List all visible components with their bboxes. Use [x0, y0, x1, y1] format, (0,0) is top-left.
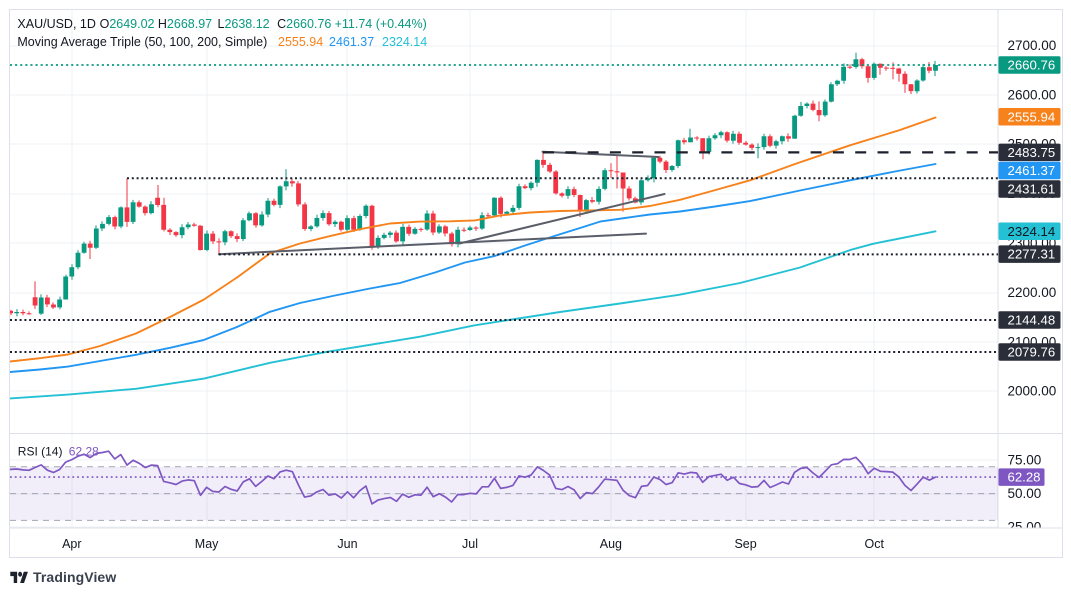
svg-text:L2638.12: L2638.12	[218, 17, 270, 31]
svg-text:2200.00: 2200.00	[1008, 285, 1057, 300]
svg-text:2461.37: 2461.37	[329, 35, 374, 49]
svg-text:2144.48: 2144.48	[1008, 313, 1056, 328]
svg-text:XAU/USD, 1D: XAU/USD, 1D	[17, 17, 96, 31]
svg-text:Oct: Oct	[864, 537, 884, 551]
svg-text:2324.14: 2324.14	[1008, 224, 1056, 239]
svg-text:2600.00: 2600.00	[1008, 87, 1057, 102]
svg-text:62.28: 62.28	[69, 445, 99, 459]
svg-text:C2660.76: C2660.76	[277, 17, 331, 31]
svg-text:2555.94: 2555.94	[1008, 109, 1056, 124]
svg-text:+11.74 (+0.44%): +11.74 (+0.44%)	[335, 17, 427, 31]
svg-text:2000.00: 2000.00	[1008, 384, 1057, 399]
svg-text:75.00: 75.00	[1008, 452, 1042, 467]
svg-text:Jun: Jun	[337, 537, 357, 551]
svg-text:2277.31: 2277.31	[1008, 247, 1056, 262]
svg-text:Aug: Aug	[600, 537, 622, 551]
svg-text:2431.61: 2431.61	[1008, 182, 1056, 197]
svg-text:H2668.97: H2668.97	[158, 17, 212, 31]
svg-text:Jul: Jul	[462, 537, 478, 551]
svg-text:Moving Average Triple (50, 100: Moving Average Triple (50, 100, 200, Sim…	[17, 35, 267, 49]
svg-text:50.00: 50.00	[1008, 486, 1042, 501]
svg-text:25.00: 25.00	[1008, 519, 1042, 534]
svg-text:2079.76: 2079.76	[1008, 345, 1056, 360]
svg-text:2483.75: 2483.75	[1008, 145, 1056, 160]
svg-text:Apr: Apr	[62, 537, 81, 551]
svg-text:2555.94: 2555.94	[278, 35, 323, 49]
svg-text:May: May	[195, 537, 219, 551]
svg-text:2461.37: 2461.37	[1008, 163, 1056, 178]
svg-text:2700.00: 2700.00	[1008, 38, 1057, 53]
svg-text:Sep: Sep	[734, 537, 756, 551]
svg-text:TradingView: TradingView	[33, 569, 116, 585]
svg-text:2324.14: 2324.14	[382, 35, 427, 49]
svg-text:2660.76: 2660.76	[1008, 58, 1056, 73]
svg-text:O2649.02: O2649.02	[100, 17, 155, 31]
svg-text:RSI (14): RSI (14)	[18, 445, 63, 459]
svg-text:62.28: 62.28	[1008, 470, 1041, 485]
